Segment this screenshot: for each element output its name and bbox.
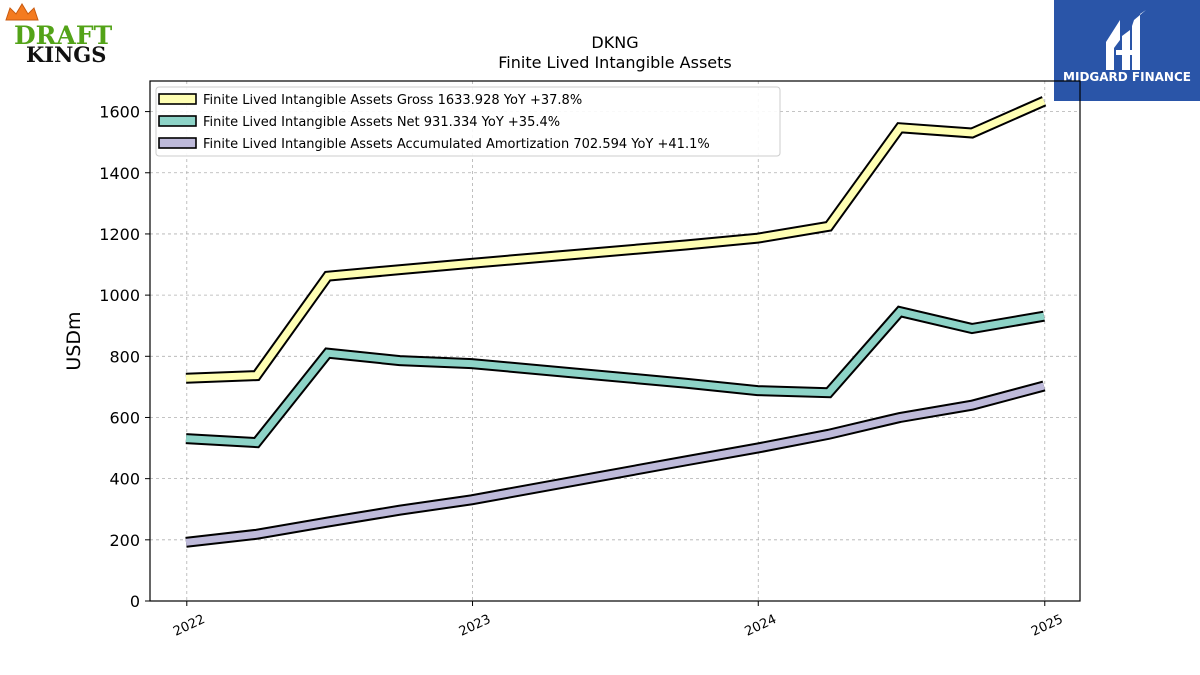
y-tick-label: 1600 [99, 103, 140, 122]
legend: Finite Lived Intangible Assets Gross 163… [155, 86, 781, 157]
series-lines [185, 96, 1047, 548]
y-tick-label: 800 [109, 347, 140, 366]
y-tick-label: 0 [130, 592, 140, 611]
legend-swatch [158, 93, 197, 105]
series-line-1 [185, 307, 1045, 447]
y-axis: 0 200 400 600 800 1000 1200 1400 1600 [99, 103, 150, 611]
y-axis-label: USDm [63, 311, 85, 370]
x-tick-label: 2024 [743, 612, 779, 640]
y-tick-label: 400 [109, 470, 140, 489]
crown-icon [5, 3, 39, 21]
x-tick-label: 2022 [171, 612, 207, 640]
legend-label: Finite Lived Intangible Assets Gross 163… [203, 93, 582, 108]
plot-frame [149, 80, 1081, 602]
y-tick-label: 600 [109, 408, 140, 427]
chart-title: DKNG [591, 33, 638, 52]
legend-box [155, 86, 781, 157]
y-tick-label: 1200 [99, 225, 140, 244]
midgard-finance-logo: MIDGARD FINANCE [1054, 0, 1200, 101]
grid [150, 81, 1080, 602]
x-tick-label: 2023 [457, 612, 493, 640]
chart-subtitle: Finite Lived Intangible Assets [498, 53, 731, 72]
legend-swatch [158, 115, 197, 127]
x-tick-label: 2025 [1029, 612, 1065, 640]
series-line-0 [185, 97, 1046, 382]
legend-label: Finite Lived Intangible Assets Accumulat… [203, 137, 710, 152]
logo-text-draft: DRAFT [14, 21, 113, 50]
draftkings-logo: DRAFT KINGS [5, 3, 113, 67]
y-tick-label: 1400 [99, 164, 140, 183]
series-outline-2 [185, 380, 1046, 548]
y-tick-label: 200 [109, 531, 140, 550]
legend-label: Finite Lived Intangible Assets Net 931.3… [203, 115, 560, 130]
series-line-2 [185, 382, 1045, 546]
x-axis: 2022 2023 2024 2025 [171, 601, 1065, 640]
y-tick-label: 1000 [99, 286, 140, 305]
midgard-emblem-icon [1106, 10, 1146, 70]
logo-text-midgard: MIDGARD FINANCE [1063, 70, 1191, 84]
logo-text-kings: KINGS [26, 42, 106, 67]
legend-swatch [158, 137, 197, 149]
